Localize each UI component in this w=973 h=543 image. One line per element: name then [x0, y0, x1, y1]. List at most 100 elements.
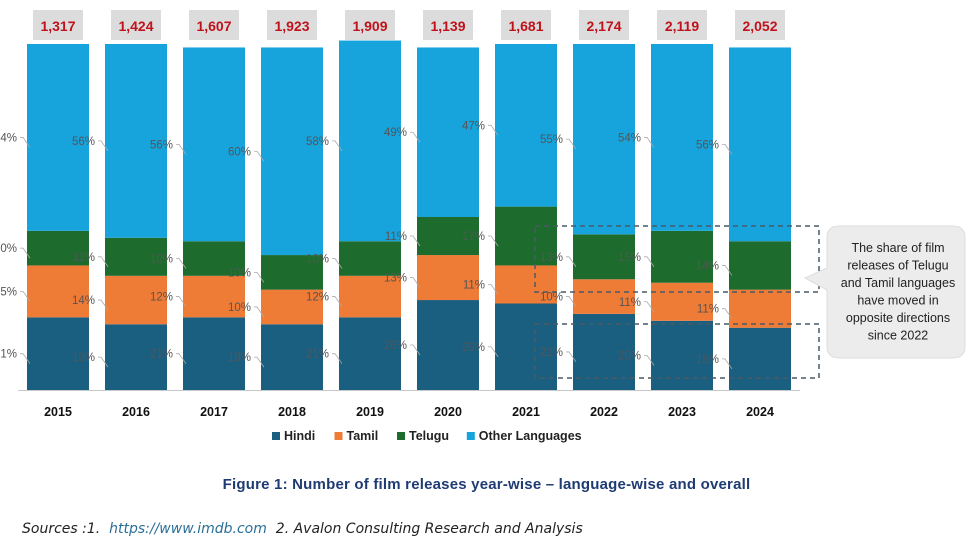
bar-hindi-2017 [183, 317, 245, 390]
pct-label: 19% [228, 352, 251, 364]
legend-swatch-hindi [272, 432, 280, 440]
legend: Hindi Tamil Telugu Other Languages [272, 429, 582, 443]
bar-telugu-2020 [417, 217, 479, 256]
leader-line [722, 358, 733, 370]
bar-tamil-2020 [417, 255, 479, 301]
leader-line [254, 271, 265, 283]
pct-label: 21% [306, 349, 329, 361]
pct-label: 12% [306, 292, 329, 304]
pct-label: 56% [72, 136, 95, 148]
legend-label-hindi: Hindi [284, 429, 315, 443]
labels-layer: 21% 15% 10% 54% 1,317 2015 19% 14% 11% 56% 1,424 20… [0, 10, 800, 419]
x-tick-2017: 2017 [200, 405, 228, 419]
pct-label: 10% [540, 292, 563, 304]
callout-bubble [803, 225, 966, 359]
bar-hindi-2021 [495, 303, 557, 390]
leader-line [566, 256, 577, 268]
pct-label: 26% [384, 340, 407, 352]
pct-label: 54% [618, 132, 641, 144]
highlight-box-telugu [534, 225, 820, 293]
leader-line [20, 353, 31, 364]
bar-other-languages-2024 [729, 47, 791, 242]
sources-link[interactable]: https://www.imdb.com [109, 521, 267, 537]
leader-line [332, 258, 343, 269]
bar-other-languages-2023 [651, 44, 713, 231]
callout-text-line: since 2022 [868, 329, 929, 343]
leader-line [254, 306, 265, 318]
total-box-2024 [735, 10, 785, 40]
leader-line [176, 143, 187, 155]
leader-line [176, 353, 187, 364]
total-box-2023 [657, 10, 707, 40]
pct-label: 58% [306, 136, 329, 148]
bar-other-languages-2018 [261, 47, 323, 256]
total-label-2017: 1,607 [196, 18, 231, 34]
leader-line [20, 137, 31, 148]
pct-label: 12% [150, 292, 173, 304]
leader-line [644, 137, 655, 148]
total-label-2019: 1,909 [352, 18, 387, 34]
bar-telugu-2016 [105, 237, 167, 276]
callout-text-line: The share of film [851, 241, 944, 255]
callout-text-line: and Tamil languages [841, 276, 955, 290]
sources-line: Sources :1. https://www.imdb.com 2. Aval… [22, 521, 583, 537]
pct-label: 11% [697, 304, 719, 316]
leader-line [488, 124, 499, 136]
leader-line [722, 143, 733, 155]
x-tick-2022: 2022 [590, 405, 618, 419]
sources-rest: 2. Avalon Consulting Research and Analys… [275, 521, 583, 537]
pct-label: 10% [0, 243, 17, 255]
bar-other-languages-2017 [183, 47, 245, 242]
bar-hindi-2024 [729, 327, 791, 390]
total-box-2016 [111, 10, 161, 40]
leader-line [722, 265, 733, 276]
pct-label: 19% [72, 352, 95, 364]
pct-label: 18% [696, 354, 719, 366]
total-label-2021: 1,681 [508, 18, 543, 34]
leader-line [98, 140, 109, 152]
leader-line [254, 150, 265, 162]
leader-line [410, 344, 421, 356]
leader-line [176, 296, 187, 307]
leader-line [332, 353, 343, 364]
total-box-2022 [579, 10, 629, 40]
pct-label: 11% [463, 279, 485, 291]
leader-line [410, 277, 421, 288]
legend-label-other-languages: Other Languages [479, 429, 582, 443]
pct-label: 14% [696, 260, 719, 272]
pct-label: 60% [228, 146, 251, 158]
x-tick-2016: 2016 [122, 405, 150, 419]
legend-label-telugu: Telugu [409, 429, 449, 443]
pct-label: 11% [73, 252, 95, 264]
pct-label: 56% [150, 139, 173, 151]
total-box-2018 [267, 10, 317, 40]
bar-tamil-2015 [27, 265, 89, 318]
bar-other-languages-2020 [417, 47, 479, 218]
pct-label: 13% [540, 252, 563, 264]
leader-line [644, 354, 655, 366]
total-box-2021 [501, 10, 551, 40]
total-label-2023: 2,119 [665, 18, 699, 34]
bar-other-languages-2016 [105, 44, 167, 238]
pct-label: 21% [0, 349, 17, 361]
bar-hindi-2015 [27, 317, 89, 390]
pct-label: 47% [462, 120, 485, 132]
x-tick-2023: 2023 [668, 405, 696, 419]
bar-telugu-2019 [339, 241, 401, 276]
pct-label: 13% [384, 273, 407, 285]
total-box-2019 [345, 10, 395, 40]
x-tick-2020: 2020 [434, 405, 462, 419]
leader-line [98, 299, 109, 311]
bar-other-languages-2022 [573, 44, 635, 235]
total-label-2018: 1,923 [274, 18, 309, 34]
total-label-2022: 2,174 [586, 18, 621, 34]
bar-tamil-2016 [105, 275, 167, 325]
callout: The share of film releases of Telugu and T… [534, 225, 966, 379]
bar-tamil-2022 [573, 279, 635, 314]
bar-tamil-2024 [729, 289, 791, 328]
sources-prefix: Sources :1. [22, 521, 101, 537]
callout-text-line: have moved in [857, 294, 938, 308]
leader-line [176, 258, 187, 269]
legend-swatch-other-languages [466, 432, 475, 440]
stacked-bar-chart: 21% 15% 10% 54% 1,317 2015 19% 14% 11% 56% 1,424 20… [0, 10, 966, 443]
